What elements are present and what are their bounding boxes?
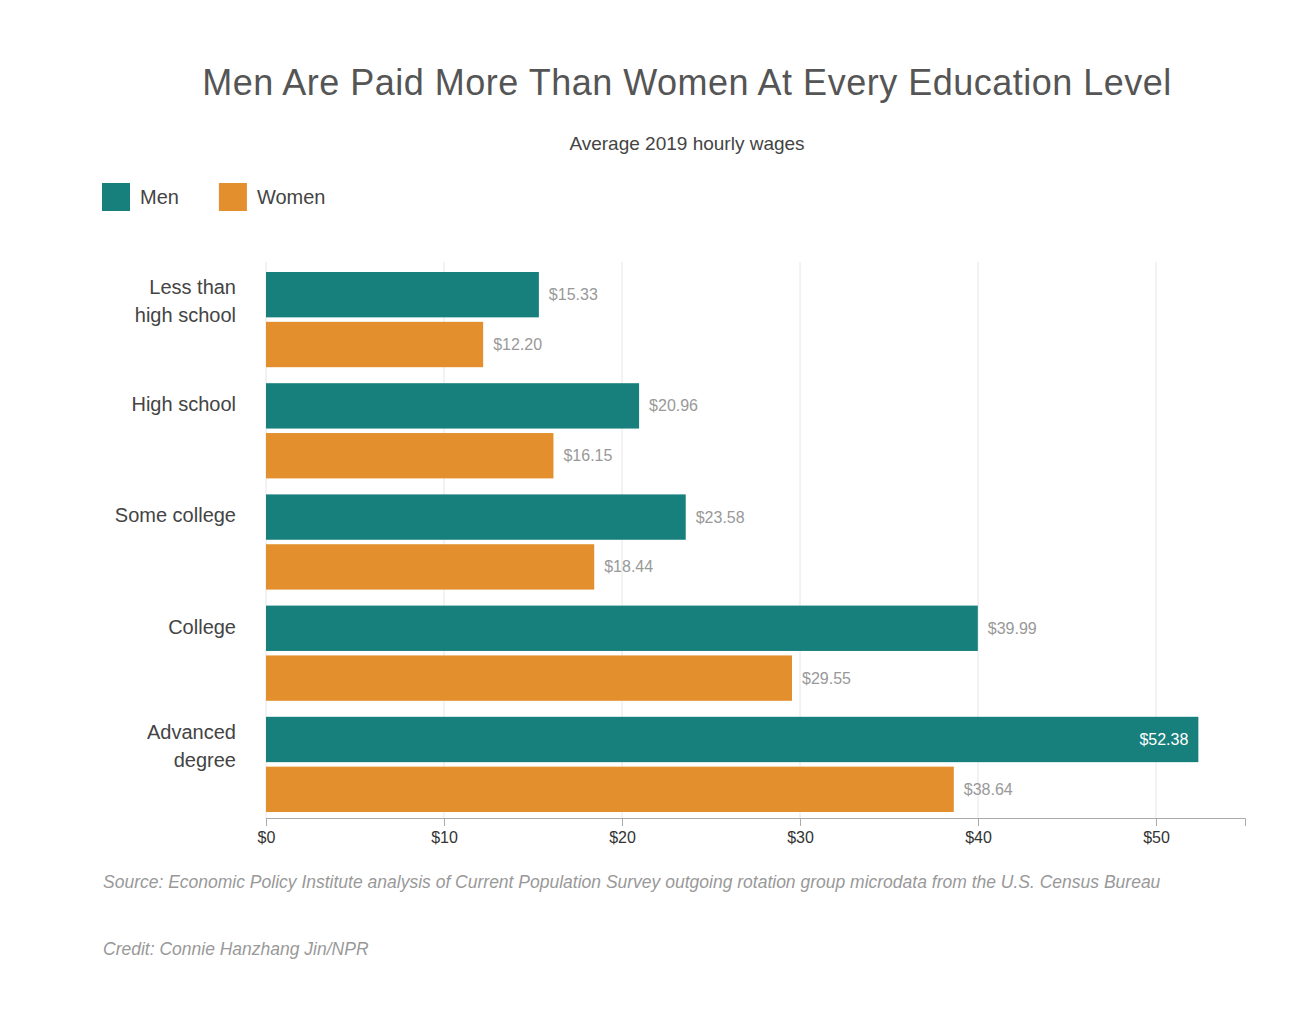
tick-mark <box>800 818 801 826</box>
bar <box>266 272 539 317</box>
y-axis: Less than high school High school Some col… <box>115 276 236 771</box>
category-label: Some college <box>115 504 236 526</box>
tick: $10 <box>431 818 458 846</box>
tick: $40 <box>965 818 992 846</box>
data-label: $29.55 <box>802 670 851 687</box>
axis-line <box>267 819 1246 827</box>
tick: $30 <box>787 818 814 846</box>
legend-label: Women <box>257 186 326 208</box>
category-label-line: Advanced <box>147 721 236 743</box>
data-label: $12.20 <box>493 336 542 353</box>
tick-label: $20 <box>609 829 636 846</box>
data-labels: $15.33 $20.96 $23.58 $39.99 $52.38 $12.20 $16.… <box>493 286 1188 798</box>
chart: Men Are Paid More Than Women At Every Ed… <box>0 0 1316 1012</box>
bar <box>266 383 639 428</box>
category-label: Advanced degree <box>147 721 236 771</box>
source: Source: Economic Policy Institute analys… <box>103 872 1161 892</box>
category-label-line: degree <box>168 749 236 771</box>
text-line: Source: Economic Policy Institute analys… <box>103 872 1161 892</box>
legend: Men Women <box>102 183 325 211</box>
legend-label: Men <box>140 186 179 208</box>
bar <box>266 544 594 589</box>
bar <box>266 717 1198 762</box>
tick-mark <box>978 818 979 826</box>
category-label-line: Less than <box>149 276 236 298</box>
data-label: $38.64 <box>964 781 1013 798</box>
category-label-line: high school <box>129 304 236 326</box>
tick: $20 <box>609 818 636 846</box>
legend-item: Women <box>219 183 326 211</box>
tick-label: $30 <box>787 829 814 846</box>
tick: $50 <box>1143 818 1170 846</box>
subtitle: Average 2019 hourly wages <box>569 133 804 154</box>
bar <box>266 767 954 812</box>
legend-item: Men <box>102 183 179 211</box>
category-label: High school <box>131 393 236 415</box>
x-axis: $0 $10 $20 $30 $40 $50 <box>258 818 1246 846</box>
tick-label: $50 <box>1143 829 1170 846</box>
tick-mark <box>444 818 445 826</box>
tick-label: $10 <box>431 829 458 846</box>
data-label: $15.33 <box>549 286 598 303</box>
bar <box>266 322 483 367</box>
legend-swatch <box>102 183 130 211</box>
tick-label: $0 <box>258 829 276 846</box>
data-label: $16.15 <box>563 447 612 464</box>
tick-mark <box>622 818 623 826</box>
tick-label: $40 <box>965 829 992 846</box>
bar <box>266 433 553 478</box>
legend-swatch <box>219 183 247 211</box>
credit: Credit: Connie Hanzhang Jin/NPR <box>103 939 369 959</box>
bar <box>266 494 686 539</box>
bars <box>266 272 1198 812</box>
data-label: $20.96 <box>649 397 698 414</box>
data-label: $39.99 <box>988 620 1037 637</box>
category-label: College <box>168 616 236 638</box>
data-label: $23.58 <box>696 509 745 526</box>
tick-mark <box>1156 818 1157 826</box>
data-label: $18.44 <box>604 558 653 575</box>
data-label: $52.38 <box>1139 731 1188 748</box>
tick: $0 <box>258 818 276 846</box>
bar <box>266 606 978 651</box>
bar <box>266 655 792 700</box>
category-label: Less than high school <box>129 276 236 326</box>
title: Men Are Paid More Than Women At Every Ed… <box>202 62 1172 103</box>
tick-mark <box>266 818 267 826</box>
